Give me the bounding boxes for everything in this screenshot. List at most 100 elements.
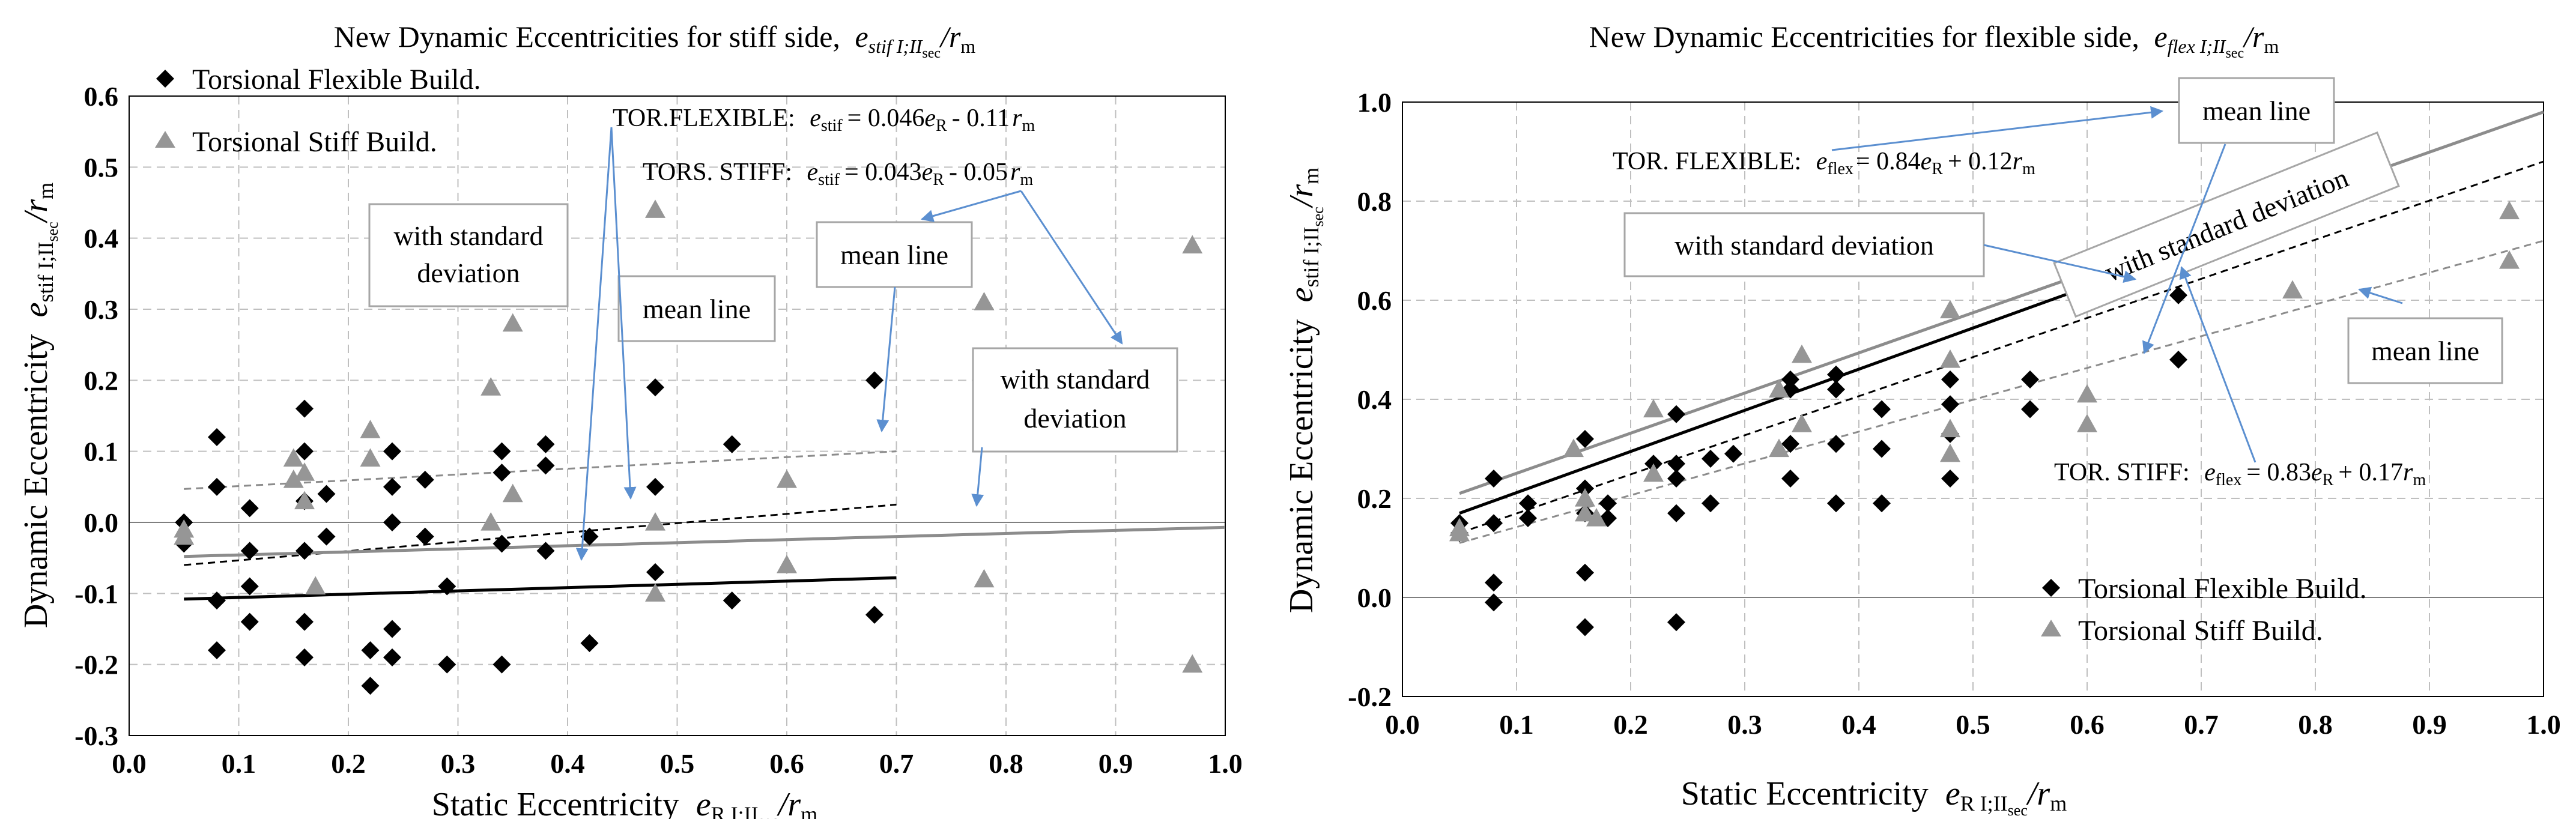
svg-text:with standard deviation: with standard deviation	[1674, 230, 1934, 261]
point-stiff-building	[1769, 438, 1789, 458]
svg-text:with standard: with standard	[1000, 364, 1150, 394]
point-stiff-building	[294, 491, 315, 510]
arrow	[610, 127, 637, 500]
y-tick-label: 0.0	[1357, 582, 1392, 613]
point-flexible-building	[492, 464, 511, 482]
x-tick-label: 0.4	[550, 748, 585, 779]
point-flexible-building	[723, 435, 741, 453]
point-stiff-building	[1792, 414, 1812, 432]
point-flexible-building	[416, 471, 434, 489]
point-flexible-building	[1576, 618, 1594, 636]
point-stiff-building	[777, 555, 797, 573]
point-flexible-building	[208, 591, 226, 610]
point-flexible-building	[492, 655, 511, 674]
point-flexible-building	[1667, 470, 1685, 488]
point-flexible-building	[240, 612, 259, 631]
legend-diamond-marker	[156, 70, 174, 88]
y-tick-label: 0.6	[1357, 285, 1392, 316]
svg-text:mean line: mean line	[2371, 336, 2479, 366]
x-tick-label: 0.8	[989, 748, 1023, 779]
point-flexible-building	[1576, 563, 1594, 582]
svg-text:with standard deviation: with standard deviation	[2100, 162, 2352, 288]
arrow	[1831, 106, 2164, 151]
arrow	[1020, 190, 1123, 345]
trend-line	[184, 576, 897, 601]
arrow	[971, 447, 984, 507]
point-flexible-building	[492, 442, 511, 461]
trend-line	[1459, 240, 2544, 544]
point-stiff-building	[1586, 508, 1607, 527]
legend-triangle-marker	[2041, 620, 2061, 636]
point-flexible-building	[2021, 370, 2039, 388]
equation-flexible: TOR. FLEXIBLE: eflex= 0.84eR + 0.12rm	[1613, 148, 2035, 178]
point-stiff-building	[645, 583, 665, 602]
point-flexible-building	[295, 442, 314, 461]
point-flexible-building	[383, 513, 401, 531]
x-tick-label: 0.4	[1841, 709, 1876, 740]
point-stiff-building	[974, 569, 995, 588]
callout-arrows	[575, 127, 1123, 561]
y-tick-label: 0.8	[1357, 186, 1392, 217]
arrow	[920, 190, 1022, 222]
point-stiff-building	[2282, 280, 2303, 299]
callout-std-left: with standard deviation	[1623, 212, 1985, 277]
legend-diamond-marker	[2042, 579, 2060, 597]
point-flexible-building	[1702, 450, 1720, 468]
point-stiff-building	[294, 462, 315, 481]
arrow	[575, 127, 613, 561]
equation-stiff: TOR. STIFF: eflex = 0.83eR + 0.17rm	[2054, 459, 2426, 489]
x-tick-label: 0.7	[879, 748, 914, 779]
chart-stiff-side: New Dynamic Eccentricities for stiff sid…	[17, 20, 1243, 819]
point-flexible-building	[1827, 380, 1845, 399]
point-flexible-building	[1667, 613, 1685, 632]
point-flexible-building	[240, 499, 259, 518]
y-tick-label: 0.2	[84, 365, 119, 396]
point-flexible-building	[1667, 455, 1685, 473]
x-axis-label: Static Eccentricity eR I;IIsec/rm	[1681, 775, 2067, 819]
y-tick-label: 0.5	[84, 152, 119, 183]
point-flexible-building	[1827, 365, 1845, 384]
callout-mean-top: mean line	[2178, 77, 2335, 144]
svg-text:deviation: deviation	[417, 258, 520, 288]
callout-std-right: with standard deviation	[972, 347, 1178, 453]
y-tick-labels: -0.2 0.0 0.2 0.4 0.6 0.8 1.0	[1348, 87, 1392, 712]
y-tick-label: 0.6	[84, 81, 119, 112]
point-flexible-building	[2169, 286, 2187, 304]
arrow	[876, 286, 896, 433]
point-flexible-building	[580, 634, 599, 653]
point-flexible-building	[208, 428, 226, 446]
legend-triangle-marker	[155, 131, 175, 148]
point-flexible-building	[1519, 494, 1537, 513]
svg-text:deviation: deviation	[1023, 403, 1126, 434]
point-flexible-building	[1941, 470, 1959, 488]
point-flexible-building	[1781, 470, 1799, 488]
point-stiff-building	[1643, 463, 1664, 482]
point-stiff-building	[2077, 414, 2097, 432]
y-tick-label: 0.2	[1357, 483, 1392, 514]
point-flexible-building	[1941, 395, 1959, 414]
point-flexible-building	[723, 591, 741, 610]
point-flexible-building	[1667, 504, 1685, 522]
point-stiff-building	[645, 512, 665, 531]
y-tick-label: 0.1	[84, 437, 119, 467]
point-stiff-building	[1940, 300, 1960, 319]
x-tick-label: 0.2	[331, 748, 366, 779]
trend-line	[184, 503, 897, 566]
equation-stiff: TORS. STIFF: estif = 0.043eR - 0.05rm	[643, 159, 1033, 189]
point-flexible-building	[1519, 509, 1537, 527]
point-stiff-building	[305, 576, 326, 595]
point-stiff-building	[174, 526, 195, 545]
point-flexible-building	[1576, 430, 1594, 448]
y-axis-label: Dynamic Eccentricity estif I;IIsec/rm	[1283, 168, 1327, 613]
point-flexible-building	[295, 399, 314, 418]
callout-mean-right: mean line	[816, 221, 973, 288]
trend-line	[1459, 160, 2544, 534]
point-stiff-building	[360, 448, 381, 467]
svg-text:with standard: with standard	[393, 220, 543, 251]
point-flexible-building	[317, 485, 336, 503]
point-stiff-building	[1940, 419, 1960, 438]
legend: Torsional Flexible Build. Torsional Stif…	[2041, 573, 2367, 647]
legend-entry-flexible: Torsional Flexible Build.	[192, 64, 481, 95]
y-tick-label: -0.1	[74, 578, 118, 609]
